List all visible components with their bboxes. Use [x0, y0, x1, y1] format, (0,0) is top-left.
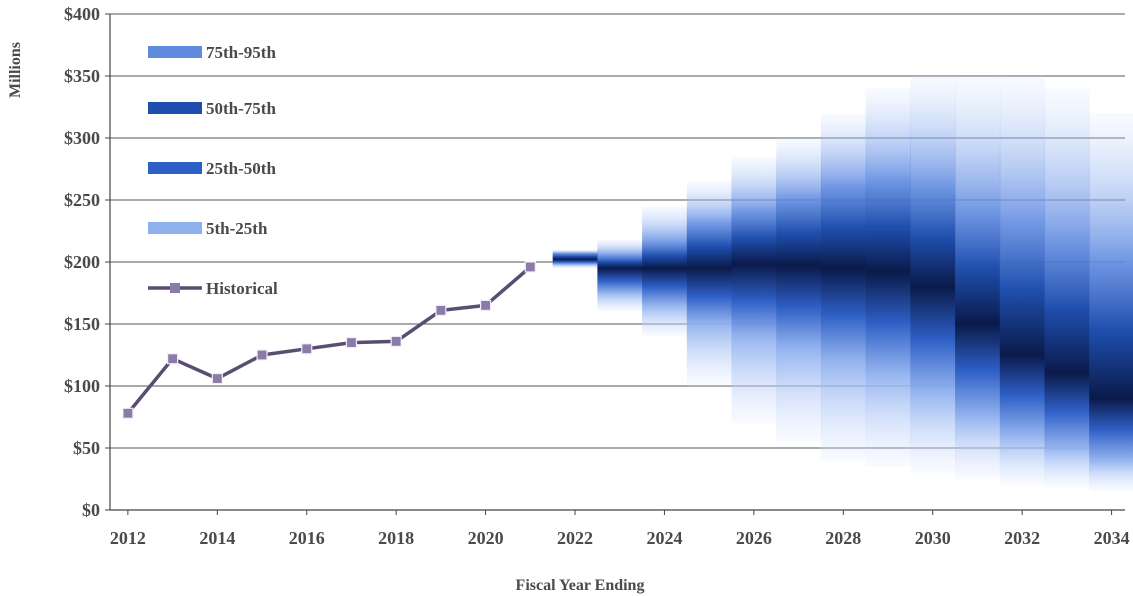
x-tick-label: 2020 [468, 528, 504, 548]
legend: 75th-95th 50th-75th 25th-50th 5th-25th Histo… [148, 43, 278, 298]
fan-band-column [999, 76, 1046, 486]
axes-layer: $0 $50 $100 $150 $200 $250 $300 $350 $400 2012 201… [64, 4, 1130, 548]
historical-point [166, 353, 179, 365]
historical-point [211, 372, 223, 385]
legend-label: 75th-95th [206, 43, 276, 62]
x-tick-label: 2016 [289, 528, 325, 548]
historical-point [122, 407, 134, 419]
x-tick-label: 2014 [199, 528, 235, 548]
fan-band-column [686, 181, 733, 386]
legend-swatch [148, 102, 202, 114]
x-tick-label: 2032 [1004, 528, 1040, 548]
fan-band-column [1044, 88, 1090, 488]
y-tick-label: $200 [64, 252, 100, 272]
legend-swatch [148, 222, 202, 234]
fan-band-column [820, 113, 867, 461]
y-tick-label: $0 [82, 500, 100, 520]
grid-layer [110, 13, 1125, 449]
y-tick-label: $250 [64, 190, 100, 210]
historical-point [345, 337, 358, 349]
x-tick-label: 2024 [646, 528, 682, 548]
historical-line [126, 265, 532, 415]
historical-point [256, 349, 268, 361]
x-tick-label: 2026 [736, 528, 772, 548]
historical-point [479, 299, 492, 311]
legend-swatch [148, 162, 202, 174]
historical-point [435, 304, 447, 316]
y-tick-label: $100 [64, 376, 100, 396]
y-tick-label: $50 [73, 438, 100, 458]
y-tick-label: $300 [64, 128, 100, 148]
historical-point [390, 335, 402, 347]
legend-label: 5th-25th [206, 219, 268, 238]
legend-swatch [148, 46, 202, 58]
historical-series-layer [122, 261, 536, 419]
y-tick-label: $400 [64, 4, 100, 24]
legend-label: 50th-75th [206, 99, 276, 118]
y-tick-label: $150 [64, 314, 100, 334]
fan-band-column [910, 76, 956, 473]
fan-band-column [865, 88, 911, 467]
fan-band-column [597, 239, 643, 312]
fan-band-column [1089, 113, 1133, 492]
y-tick-label: $350 [64, 66, 100, 86]
fan-band-column [776, 138, 822, 442]
x-axis-title: Fiscal Year Ending [516, 577, 645, 594]
x-tick-label: 2030 [915, 528, 951, 548]
fan-band-column [955, 76, 1001, 479]
y-axis-title: Millions [7, 42, 24, 98]
x-tick-label: 2028 [825, 528, 861, 548]
fan-band-column [731, 156, 777, 424]
x-tick-label: 2034 [1094, 528, 1130, 548]
x-tick-label: 2012 [110, 528, 146, 548]
legend-label: 25th-50th [206, 159, 276, 178]
fan-band-column [642, 206, 688, 337]
legend-label: Historical [206, 279, 278, 298]
x-tick-label: 2022 [557, 528, 593, 548]
historical-point [301, 343, 313, 355]
projection-bands-layer [552, 76, 1133, 492]
fan-band-column [552, 249, 598, 269]
legend-swatch-marker [170, 283, 180, 293]
x-tick-label: 2018 [378, 528, 414, 548]
historical-point [524, 261, 536, 273]
